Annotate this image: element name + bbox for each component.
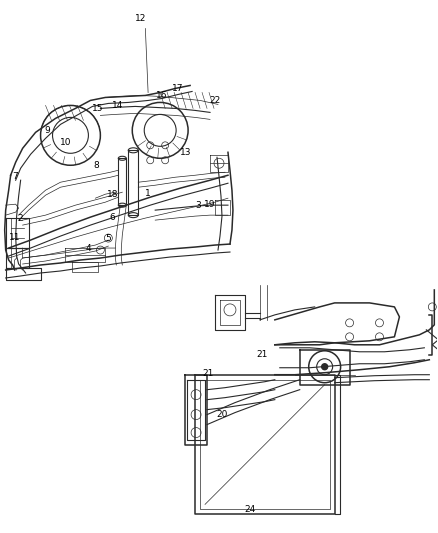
Text: 10: 10 — [60, 138, 71, 147]
Text: 17: 17 — [173, 84, 184, 93]
Text: 22: 22 — [209, 96, 221, 105]
Text: 14: 14 — [112, 101, 123, 110]
Text: 20: 20 — [216, 410, 228, 419]
Text: 3: 3 — [195, 200, 201, 209]
Text: 2: 2 — [18, 214, 24, 223]
Text: 21: 21 — [202, 369, 214, 378]
Text: 6: 6 — [110, 213, 115, 222]
Circle shape — [321, 364, 328, 370]
Text: 15: 15 — [92, 104, 103, 113]
Text: 7: 7 — [12, 172, 18, 181]
Text: 12: 12 — [134, 14, 146, 23]
Text: 8: 8 — [94, 161, 99, 170]
Text: 21: 21 — [256, 350, 268, 359]
Text: 18: 18 — [106, 190, 118, 199]
Text: 11: 11 — [9, 232, 21, 241]
Text: 9: 9 — [45, 126, 50, 135]
Text: 16: 16 — [156, 91, 168, 100]
Text: 4: 4 — [85, 244, 91, 253]
Text: 5: 5 — [106, 233, 111, 243]
Text: 13: 13 — [180, 148, 192, 157]
Text: 19: 19 — [204, 200, 216, 208]
Text: 24: 24 — [244, 505, 255, 514]
Text: 1: 1 — [145, 189, 151, 198]
